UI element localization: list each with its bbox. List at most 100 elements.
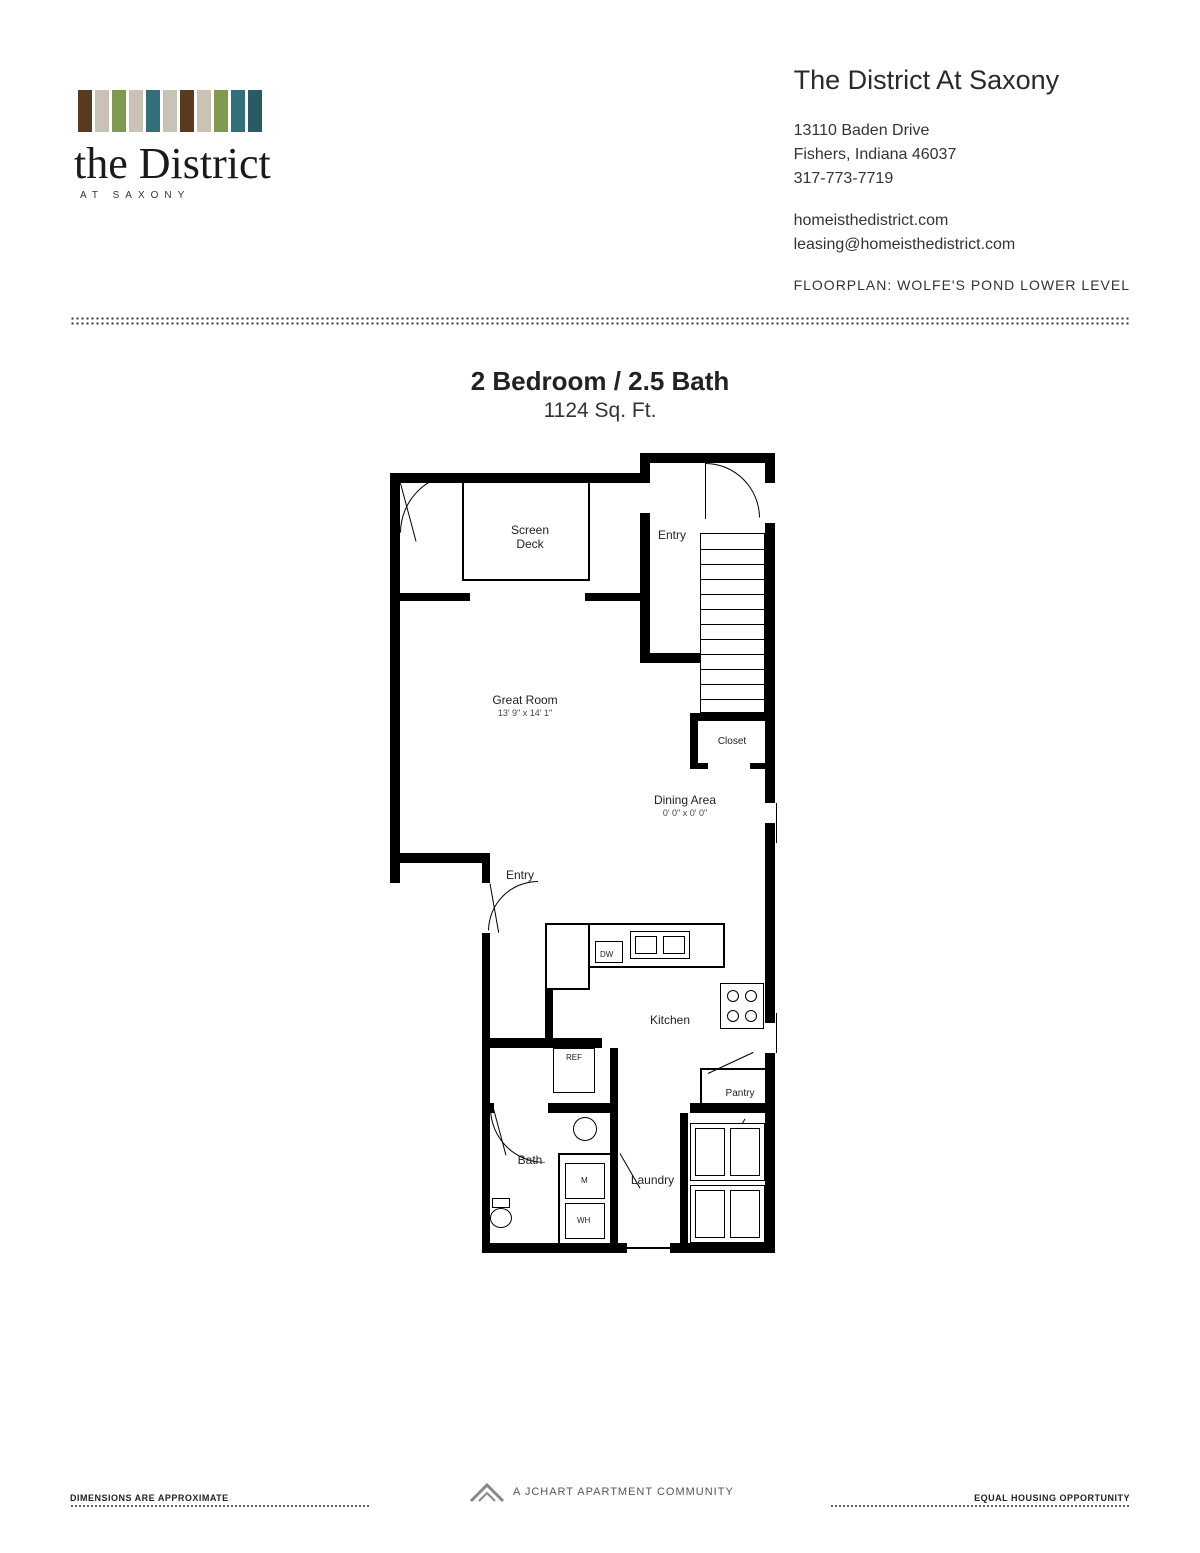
counter [588,925,590,990]
label-entry2: Entry [500,868,540,882]
counter [545,923,547,988]
wall [482,853,490,883]
wall [765,823,775,1023]
label-bath: Bath [510,1153,550,1167]
wall [690,713,775,721]
plan-title: 2 Bedroom / 2.5 Bath [70,366,1130,397]
wall-thin [625,1247,673,1249]
footer-center-text: A JCHART APARTMENT COMMUNITY [513,1486,734,1498]
wall [670,1243,775,1253]
wall [765,1053,775,1248]
label-great-room: Great Room 13' 9" x 14' 1" [470,693,580,718]
sink [630,931,690,959]
wall-thin [700,1068,765,1070]
wall-thin [462,483,464,581]
wall [548,1103,618,1113]
wall-thin [558,1153,560,1243]
wall [680,1113,688,1248]
wall [545,988,553,1043]
label-m: M [581,1176,588,1185]
address-line1: 13110 Baden Drive [794,119,1130,143]
phone: 317-773-7719 [794,167,1130,191]
toilet [492,1198,512,1228]
wall [482,1243,627,1253]
property-title: The District At Saxony [794,60,1130,101]
logo-block: the District AT SAXONY [70,60,271,201]
wall [765,523,775,803]
wall [390,853,490,863]
label-kitchen: Kitchen [640,1013,700,1027]
label-ref: REF [566,1053,582,1062]
website: homeisthedistrict.com [794,209,1130,233]
text: Dining Area [654,793,716,807]
wall [640,513,650,663]
wall [390,593,470,601]
wall-thin [588,483,590,581]
logo-bar [248,90,262,132]
logo-bar [231,90,245,132]
contact-block: homeisthedistrict.com leasing@homeisthed… [794,209,1130,257]
wall [640,653,700,663]
text: Great Room [492,693,557,707]
door-line [708,1051,754,1073]
label-closet: Closet [712,736,752,747]
logo-bar [146,90,160,132]
wall [750,763,768,769]
footer-center: A JCHART APARTMENT COMMUNITY [469,1481,734,1503]
wall [482,1038,602,1048]
address-block: 13110 Baden Drive Fishers, Indiana 46037… [794,119,1130,191]
washer-dryer [690,1185,765,1243]
dot-divider [70,316,1130,326]
wall [690,713,698,768]
label-laundry: Laundry [625,1173,680,1187]
logo-bar [180,90,194,132]
label-entry1: Entry [652,528,692,542]
footer-right: EQUAL HOUSING OPPORTUNITY [974,1493,1130,1503]
wall-thin [462,579,590,581]
logo-bar [78,90,92,132]
wall [690,1103,775,1113]
floorplan-name: FLOORPLAN: WOLFE'S POND LOWER LEVEL [794,275,1130,296]
text: Screen Deck [511,523,549,551]
bath-vanity [565,1115,605,1145]
logo-color-bars [70,90,271,132]
washer-dryer [690,1123,765,1181]
door-arc [488,881,588,981]
counter [588,966,725,968]
footer-left: DIMENSIONS ARE APPROXIMATE [70,1493,229,1503]
door-line [705,463,706,519]
wall [690,763,708,769]
wall [610,1048,618,1253]
wall [482,933,490,1253]
plan-heading: 2 Bedroom / 2.5 Bath 1124 Sq. Ft. [70,366,1130,423]
label-wh: WH [577,1216,590,1225]
footer-dots-left [70,1504,370,1507]
logo-bar [197,90,211,132]
window-line [776,803,777,843]
logo-bar [214,90,228,132]
roof-icon [469,1481,505,1503]
dim: 0' 0" x 0' 0" [630,808,740,818]
floorplan-wrap: Screen Deck Entry Great Room 13' 9" x 14… [70,453,1130,1273]
counter [723,923,725,968]
logo-bar [95,90,109,132]
wall [610,1103,618,1113]
label-pantry: Pantry [720,1088,760,1099]
header: the District AT SAXONY The District At S… [70,60,1130,296]
page: the District AT SAXONY The District At S… [0,0,1200,1553]
wall [765,453,775,483]
label-dw: DW [600,950,613,959]
email: leasing@homeisthedistrict.com [794,233,1130,257]
footer-dots-right [830,1504,1130,1507]
label-dining: Dining Area 0' 0" x 0' 0" [630,793,740,818]
stove [720,983,764,1029]
logo-bar [163,90,177,132]
window-line [776,1013,777,1053]
wall-thin [700,1068,702,1103]
label-screen-deck: Screen Deck [500,523,560,551]
counter [545,923,725,925]
wall [390,473,400,863]
footer: DIMENSIONS ARE APPROXIMATE A JCHART APAR… [70,1481,1130,1503]
wall-thin [558,1153,613,1155]
logo-script-text: the District [70,144,271,184]
